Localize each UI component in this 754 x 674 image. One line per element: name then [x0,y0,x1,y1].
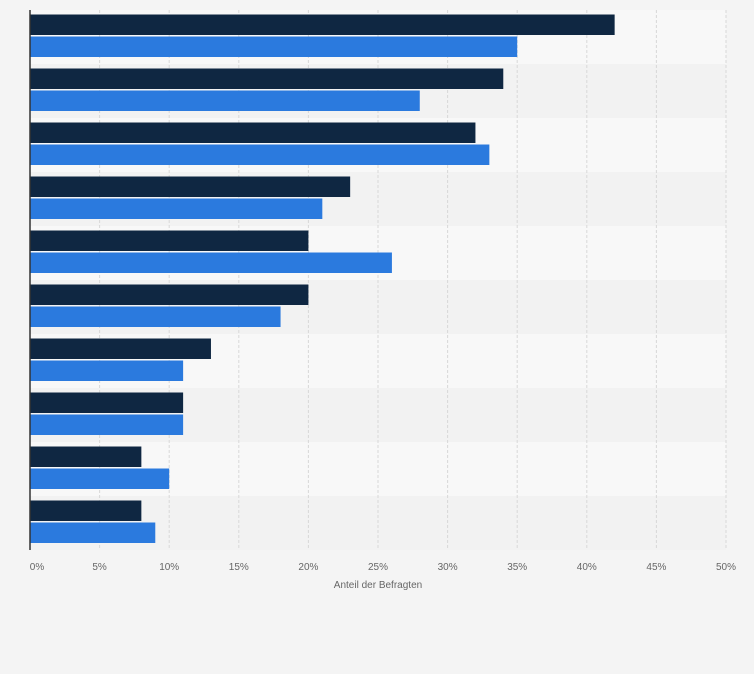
bar-series-1 [30,392,184,413]
bar-series-1 [30,122,476,143]
x-tick-labels: 0% 5% 10% 15% 20% 25% 30% 35% 40% 45% 50% [30,562,736,573]
bar-series-1 [30,446,142,467]
bar-series-2 [30,306,281,327]
bar-series-1 [30,338,211,359]
bar-series-1 [30,230,309,251]
x-tick-label: 0% [30,562,45,573]
bar-series-1 [30,284,309,305]
bar-series-2 [30,198,323,219]
bar-series-2 [30,36,518,57]
x-tick-label: 35% [507,562,527,573]
bar-series-1 [30,68,504,89]
bar-series-2 [30,414,184,435]
bars [30,14,615,543]
bar-series-1 [30,14,615,35]
x-axis-label: Anteil der Befragten [334,580,422,591]
bar-series-2 [30,90,420,111]
bar-series-2 [30,360,184,381]
x-tick-label: 10% [159,562,179,573]
bar-series-2 [30,144,490,165]
bar-series-2 [30,522,156,543]
bar-series-1 [30,500,142,521]
x-tick-label: 20% [298,562,318,573]
bar-series-2 [30,252,392,273]
x-tick-label: 30% [438,562,458,573]
x-tick-label: 50% [716,562,736,573]
x-tick-label: 45% [646,562,666,573]
x-tick-label: 40% [577,562,597,573]
x-tick-label: 5% [92,562,107,573]
x-tick-label: 25% [368,562,388,573]
bar-series-2 [30,468,170,489]
bar-series-1 [30,176,351,197]
x-tick-label: 15% [229,562,249,573]
